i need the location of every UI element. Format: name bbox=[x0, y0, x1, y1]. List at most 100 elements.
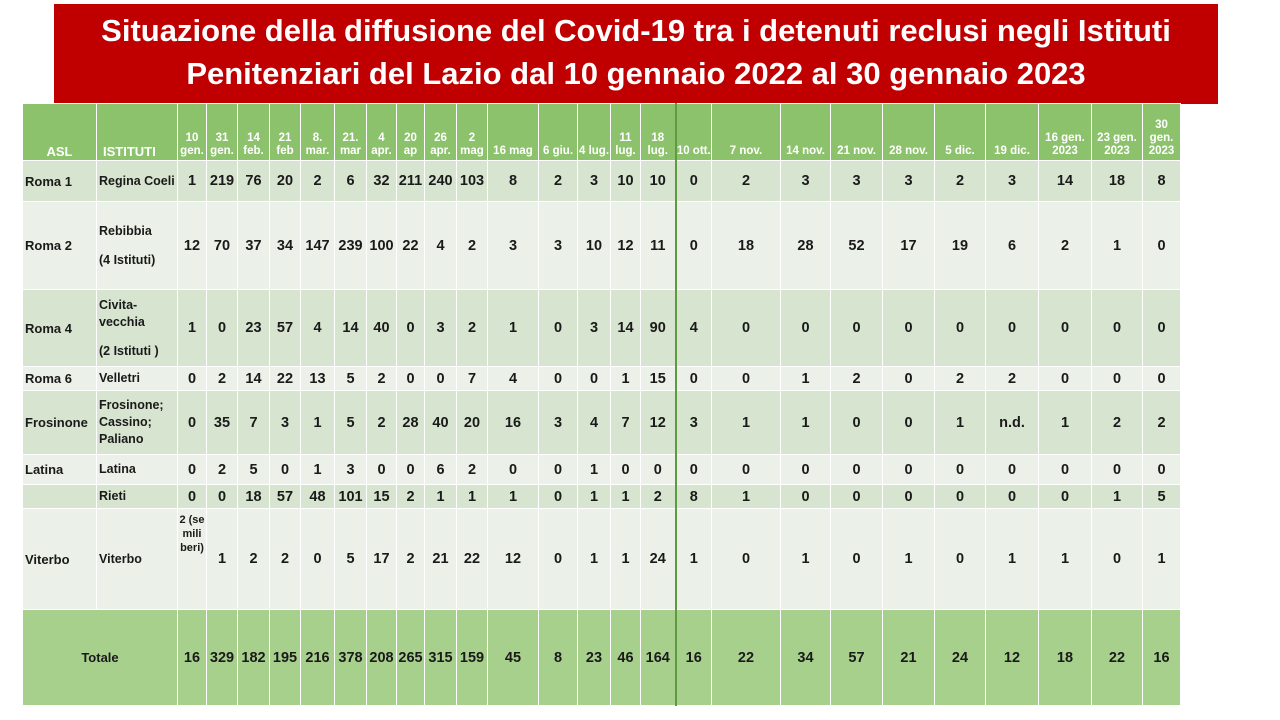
value-cell: 239 bbox=[334, 201, 367, 290]
asl-cell: Frosinone bbox=[22, 390, 97, 455]
value-cell: 0 bbox=[882, 366, 935, 391]
value-cell: 8 bbox=[675, 484, 712, 509]
value-cell: 1 bbox=[675, 508, 712, 610]
value-cell: 0 bbox=[1091, 454, 1143, 485]
value-cell: 1 bbox=[577, 484, 611, 509]
istituto-cell: Latina bbox=[96, 454, 178, 485]
istituto-cell: Regina Coeli bbox=[96, 160, 178, 202]
value-cell: 0 bbox=[396, 366, 425, 391]
value-cell: 0 bbox=[610, 454, 641, 485]
value-cell: 16 bbox=[487, 390, 539, 455]
header-date: 21. mar bbox=[334, 103, 367, 161]
total-label: Totale bbox=[22, 609, 178, 706]
value-cell: 1 bbox=[300, 454, 335, 485]
istituto-cell: Frosinone; Cassino; Paliano bbox=[96, 390, 178, 455]
value-cell: 3 bbox=[424, 289, 457, 367]
header-asl: ASL bbox=[22, 103, 97, 161]
value-cell: 14 bbox=[610, 289, 641, 367]
value-cell: 90 bbox=[640, 289, 677, 367]
value-cell: 0 bbox=[366, 454, 397, 485]
value-cell: 4 bbox=[577, 390, 611, 455]
value-cell: 2 bbox=[640, 484, 677, 509]
total-row: Totale 16 329 182 195 216 378 208 265 315 159 45 8 23… bbox=[22, 609, 1181, 706]
value-cell: 28 bbox=[780, 201, 831, 290]
value-cell: 0 bbox=[711, 508, 781, 610]
header-date: 26 apr. bbox=[424, 103, 457, 161]
total-value: 23 bbox=[577, 609, 611, 706]
value-cell: 0 bbox=[830, 508, 883, 610]
value-cell: 0 bbox=[830, 289, 883, 367]
total-value: 34 bbox=[780, 609, 831, 706]
value-cell: 0 bbox=[396, 454, 425, 485]
value-cell: 14 bbox=[237, 366, 270, 391]
value-cell: 14 bbox=[1038, 160, 1092, 202]
value-cell: 14 bbox=[334, 289, 367, 367]
value-cell: 1 bbox=[711, 390, 781, 455]
value-cell: 1 bbox=[711, 484, 781, 509]
value-cell: 18 bbox=[711, 201, 781, 290]
value-cell: 22 bbox=[456, 508, 488, 610]
value-cell: 8 bbox=[487, 160, 539, 202]
value-cell: 3 bbox=[538, 201, 578, 290]
total-value: 45 bbox=[487, 609, 539, 706]
header-date: 6 giu. bbox=[538, 103, 578, 161]
value-cell: 0 bbox=[830, 484, 883, 509]
value-cell: 1 bbox=[780, 366, 831, 391]
total-value: 8 bbox=[538, 609, 578, 706]
header-date: 10 gen. bbox=[177, 103, 207, 161]
value-cell: 1 bbox=[780, 508, 831, 610]
value-cell: 2 bbox=[206, 366, 238, 391]
value-cell: 0 bbox=[538, 366, 578, 391]
value-cell: 57 bbox=[269, 484, 301, 509]
value-cell: 57 bbox=[269, 289, 301, 367]
value-cell: 240 bbox=[424, 160, 457, 202]
value-cell: 2 bbox=[456, 289, 488, 367]
value-cell: 48 bbox=[300, 484, 335, 509]
total-value: 208 bbox=[366, 609, 397, 706]
value-cell: 0 bbox=[206, 289, 238, 367]
value-cell: 1 bbox=[1038, 390, 1092, 455]
value-cell: 2 bbox=[934, 160, 986, 202]
asl-cell: Roma 4 bbox=[22, 289, 97, 367]
total-value: 164 bbox=[640, 609, 677, 706]
value-cell: 147 bbox=[300, 201, 335, 290]
value-cell: 1 bbox=[1038, 508, 1092, 610]
value-cell: 0 bbox=[300, 508, 335, 610]
value-cell: 17 bbox=[366, 508, 397, 610]
value-cell: 0 bbox=[934, 289, 986, 367]
value-cell: 28 bbox=[396, 390, 425, 455]
value-cell: 11 bbox=[640, 201, 677, 290]
value-cell: 0 bbox=[780, 484, 831, 509]
total-value: 21 bbox=[882, 609, 935, 706]
istituto-cell: Velletri bbox=[96, 366, 178, 391]
istituto-cell: Rebibbia (4 Istituti) bbox=[96, 201, 178, 290]
value-cell: 2 bbox=[206, 454, 238, 485]
value-cell: 2 bbox=[830, 366, 883, 391]
value-cell: 1 bbox=[985, 508, 1039, 610]
value-cell: 0 bbox=[1038, 454, 1092, 485]
total-value: 22 bbox=[1091, 609, 1143, 706]
value-cell: 1 bbox=[610, 508, 641, 610]
value-cell: 6 bbox=[985, 201, 1039, 290]
header-date: 23 gen. 2023 bbox=[1091, 103, 1143, 161]
value-cell: 3 bbox=[830, 160, 883, 202]
value-cell: 1 bbox=[1091, 201, 1143, 290]
value-cell: 0 bbox=[985, 484, 1039, 509]
value-cell: 0 bbox=[985, 289, 1039, 367]
value-cell: 1 bbox=[177, 289, 207, 367]
value-cell: 1 bbox=[780, 390, 831, 455]
value-cell: 0 bbox=[675, 454, 712, 485]
value-cell: 3 bbox=[269, 390, 301, 455]
value-cell: 4 bbox=[487, 366, 539, 391]
value-cell: 10 bbox=[610, 160, 641, 202]
value-cell: 2 bbox=[237, 508, 270, 610]
value-cell: 1 bbox=[487, 484, 539, 509]
value-cell: 0 bbox=[1142, 454, 1181, 485]
value-cell: 2 bbox=[538, 160, 578, 202]
value-cell: 0 bbox=[538, 484, 578, 509]
istituto-note: (4 Istituti) bbox=[99, 252, 156, 267]
value-cell: 22 bbox=[396, 201, 425, 290]
value-cell: 22 bbox=[269, 366, 301, 391]
value-cell: 40 bbox=[366, 289, 397, 367]
value-cell: 0 bbox=[206, 484, 238, 509]
